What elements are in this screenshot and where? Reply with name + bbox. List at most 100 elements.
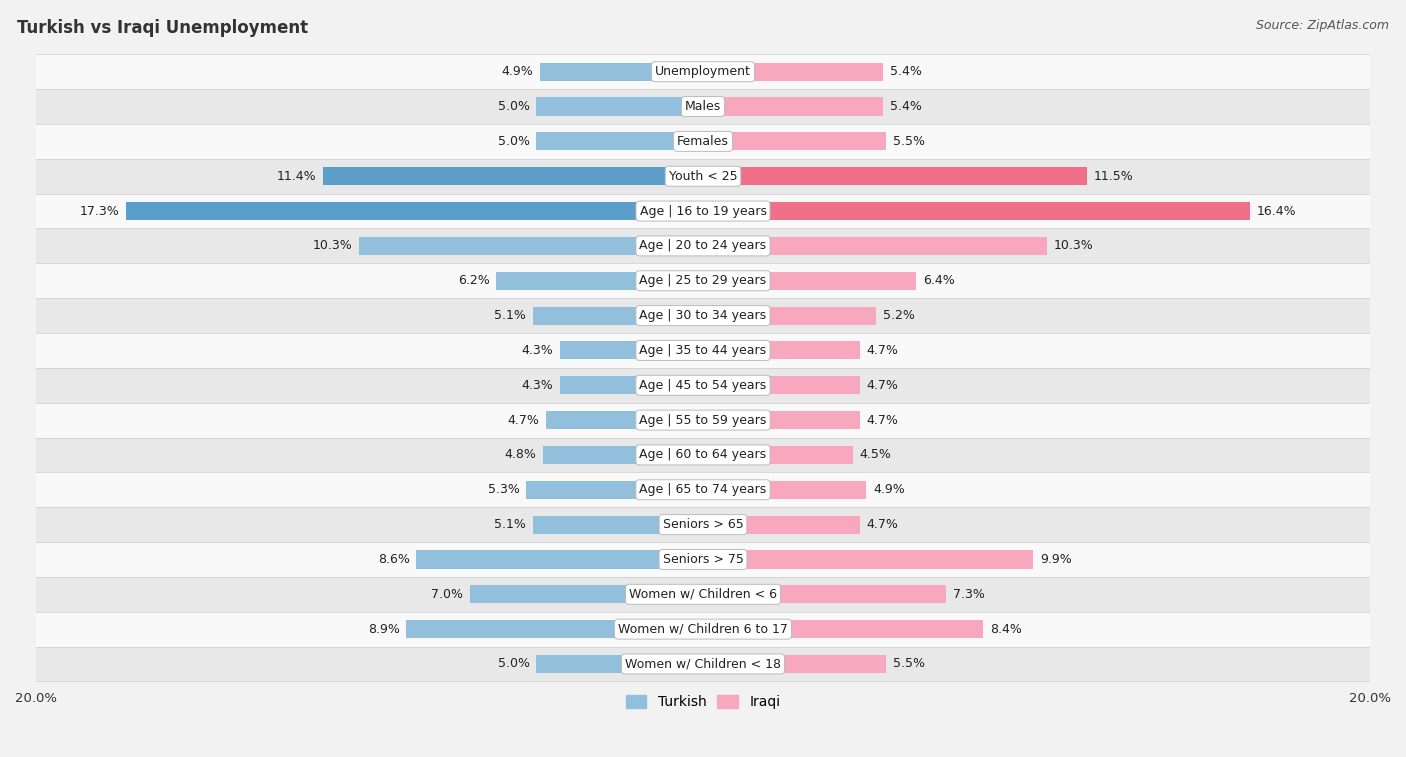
- Text: 5.5%: 5.5%: [893, 135, 925, 148]
- Text: 5.1%: 5.1%: [495, 309, 526, 322]
- Bar: [533, 307, 703, 325]
- Text: 4.9%: 4.9%: [501, 65, 533, 78]
- Text: 5.5%: 5.5%: [893, 658, 925, 671]
- Text: 5.4%: 5.4%: [890, 65, 922, 78]
- Bar: [703, 516, 859, 534]
- Text: 5.0%: 5.0%: [498, 658, 530, 671]
- Text: 5.4%: 5.4%: [890, 100, 922, 113]
- Bar: [703, 620, 983, 638]
- Bar: [703, 237, 1046, 255]
- Bar: [703, 446, 853, 464]
- Text: Turkish vs Iraqi Unemployment: Turkish vs Iraqi Unemployment: [17, 19, 308, 37]
- Text: Males: Males: [685, 100, 721, 113]
- Text: 5.3%: 5.3%: [488, 483, 520, 497]
- Text: 5.0%: 5.0%: [498, 135, 530, 148]
- Bar: [703, 585, 946, 603]
- Bar: [37, 55, 1369, 89]
- Text: 4.8%: 4.8%: [505, 448, 536, 462]
- Text: 6.2%: 6.2%: [458, 274, 489, 287]
- Text: 7.3%: 7.3%: [953, 587, 986, 601]
- Text: Source: ZipAtlas.com: Source: ZipAtlas.com: [1256, 19, 1389, 32]
- Text: 4.5%: 4.5%: [859, 448, 891, 462]
- Text: Age | 25 to 29 years: Age | 25 to 29 years: [640, 274, 766, 287]
- Text: Age | 20 to 24 years: Age | 20 to 24 years: [640, 239, 766, 252]
- Bar: [547, 411, 703, 429]
- Bar: [37, 472, 1369, 507]
- Bar: [37, 89, 1369, 124]
- Text: Youth < 25: Youth < 25: [669, 170, 737, 182]
- Text: Women w/ Children 6 to 17: Women w/ Children 6 to 17: [619, 622, 787, 636]
- Text: Age | 55 to 59 years: Age | 55 to 59 years: [640, 413, 766, 427]
- Bar: [526, 481, 703, 499]
- Text: 11.4%: 11.4%: [277, 170, 316, 182]
- Bar: [37, 438, 1369, 472]
- Bar: [323, 167, 703, 185]
- Bar: [37, 542, 1369, 577]
- Bar: [37, 124, 1369, 159]
- Text: 4.3%: 4.3%: [522, 344, 553, 357]
- Text: Seniors > 75: Seniors > 75: [662, 553, 744, 566]
- Text: 4.7%: 4.7%: [508, 413, 540, 427]
- Bar: [536, 132, 703, 151]
- Bar: [543, 446, 703, 464]
- Text: 4.7%: 4.7%: [866, 413, 898, 427]
- Text: 5.1%: 5.1%: [495, 518, 526, 531]
- Legend: Turkish, Iraqi: Turkish, Iraqi: [620, 689, 786, 715]
- Bar: [533, 516, 703, 534]
- Text: 17.3%: 17.3%: [80, 204, 120, 217]
- Bar: [536, 98, 703, 116]
- Text: 4.7%: 4.7%: [866, 344, 898, 357]
- Bar: [360, 237, 703, 255]
- Bar: [37, 577, 1369, 612]
- Text: 4.7%: 4.7%: [866, 378, 898, 392]
- Bar: [703, 376, 859, 394]
- Bar: [37, 507, 1369, 542]
- Bar: [703, 481, 866, 499]
- Bar: [416, 550, 703, 569]
- Bar: [406, 620, 703, 638]
- Text: 4.7%: 4.7%: [866, 518, 898, 531]
- Bar: [37, 368, 1369, 403]
- Bar: [540, 63, 703, 81]
- Text: Age | 45 to 54 years: Age | 45 to 54 years: [640, 378, 766, 392]
- Bar: [496, 272, 703, 290]
- Bar: [37, 263, 1369, 298]
- Text: 5.2%: 5.2%: [883, 309, 915, 322]
- Bar: [560, 376, 703, 394]
- Bar: [37, 333, 1369, 368]
- Bar: [703, 132, 886, 151]
- Text: 16.4%: 16.4%: [1257, 204, 1296, 217]
- Text: 8.6%: 8.6%: [378, 553, 409, 566]
- Text: Age | 65 to 74 years: Age | 65 to 74 years: [640, 483, 766, 497]
- Bar: [703, 98, 883, 116]
- Bar: [37, 403, 1369, 438]
- Bar: [37, 612, 1369, 646]
- Text: 10.3%: 10.3%: [314, 239, 353, 252]
- Text: Age | 60 to 64 years: Age | 60 to 64 years: [640, 448, 766, 462]
- Text: 4.9%: 4.9%: [873, 483, 905, 497]
- Text: 8.9%: 8.9%: [367, 622, 399, 636]
- Bar: [703, 307, 876, 325]
- Text: Age | 16 to 19 years: Age | 16 to 19 years: [640, 204, 766, 217]
- Text: 5.0%: 5.0%: [498, 100, 530, 113]
- Bar: [127, 202, 703, 220]
- Text: 4.3%: 4.3%: [522, 378, 553, 392]
- Text: 11.5%: 11.5%: [1094, 170, 1133, 182]
- Text: Age | 35 to 44 years: Age | 35 to 44 years: [640, 344, 766, 357]
- Text: 10.3%: 10.3%: [1053, 239, 1092, 252]
- Text: Women w/ Children < 18: Women w/ Children < 18: [626, 658, 780, 671]
- Bar: [37, 646, 1369, 681]
- Text: Age | 30 to 34 years: Age | 30 to 34 years: [640, 309, 766, 322]
- Text: Women w/ Children < 6: Women w/ Children < 6: [628, 587, 778, 601]
- Text: 9.9%: 9.9%: [1040, 553, 1071, 566]
- Bar: [37, 159, 1369, 194]
- Bar: [703, 550, 1033, 569]
- Bar: [703, 63, 883, 81]
- Bar: [37, 298, 1369, 333]
- Text: 6.4%: 6.4%: [924, 274, 955, 287]
- Text: 7.0%: 7.0%: [430, 587, 463, 601]
- Bar: [703, 655, 886, 673]
- Bar: [703, 341, 859, 360]
- Bar: [536, 655, 703, 673]
- Bar: [560, 341, 703, 360]
